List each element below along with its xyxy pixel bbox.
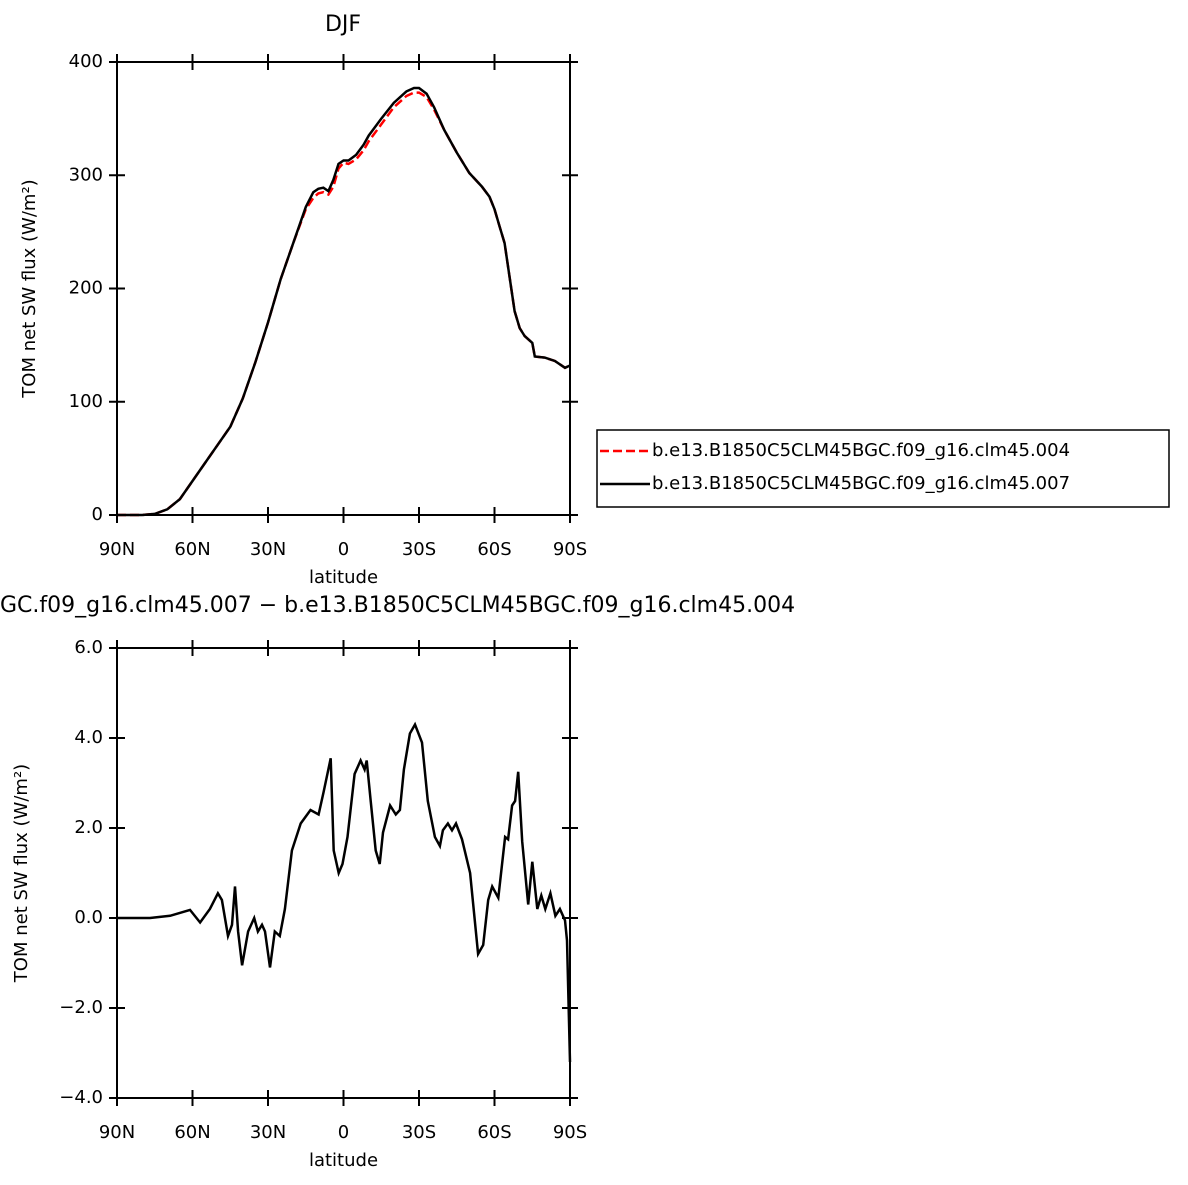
- y-tick-label: 0.0: [74, 907, 103, 928]
- plot-frame: [116, 61, 571, 516]
- x-tick-label: 60S: [477, 1122, 511, 1143]
- y-tick-label: 300: [69, 164, 103, 185]
- x-tick-label: 60N: [174, 539, 210, 560]
- x-tick-label: 90S: [553, 1122, 587, 1143]
- y-axis-label: TOM net SW flux (W/m²): [11, 764, 32, 983]
- x-tick-label: 30N: [250, 539, 286, 560]
- data-line: [117, 91, 571, 517]
- legend-box: [596, 429, 1170, 508]
- x-tick-label: 60S: [477, 539, 511, 560]
- legend-label: b.e13.B1850C5CLM45BGC.f09_g16.clm45.007: [652, 473, 1070, 494]
- x-axis-label: latitude: [309, 1150, 378, 1171]
- chart-title: GC.f09_g16.clm45.007 − b.e13.B1850C5CLM4…: [0, 593, 795, 618]
- x-tick-label: 0: [338, 1122, 349, 1143]
- y-tick-label: −4.0: [59, 1087, 103, 1108]
- x-tick-label: 90S: [553, 539, 587, 560]
- y-tick-label: −2.0: [59, 997, 103, 1018]
- y-tick-label: 6.0: [74, 637, 103, 658]
- data-line: [117, 721, 572, 1063]
- x-tick-label: 30S: [402, 1122, 436, 1143]
- x-tick-label: 0: [338, 539, 349, 560]
- x-tick-label: 60N: [174, 1122, 210, 1143]
- y-tick-label: 0: [92, 504, 103, 525]
- y-tick-label: 4.0: [74, 727, 103, 748]
- x-tick-label: 90N: [99, 539, 135, 560]
- legend-label: b.e13.B1850C5CLM45BGC.f09_g16.clm45.004: [652, 440, 1070, 461]
- x-tick-label: 90N: [99, 1122, 135, 1143]
- y-tick-label: 200: [69, 278, 103, 299]
- y-tick-label: 2.0: [74, 817, 103, 838]
- y-tick-label: 400: [69, 51, 103, 72]
- y-axis-label: TOM net SW flux (W/m²): [19, 179, 40, 398]
- chart-title: DJF: [325, 12, 361, 37]
- x-tick-label: 30N: [250, 1122, 286, 1143]
- x-axis-label: latitude: [309, 567, 378, 588]
- x-tick-label: 30S: [402, 539, 436, 560]
- y-tick-label: 100: [69, 391, 103, 412]
- data-line: [117, 86, 571, 517]
